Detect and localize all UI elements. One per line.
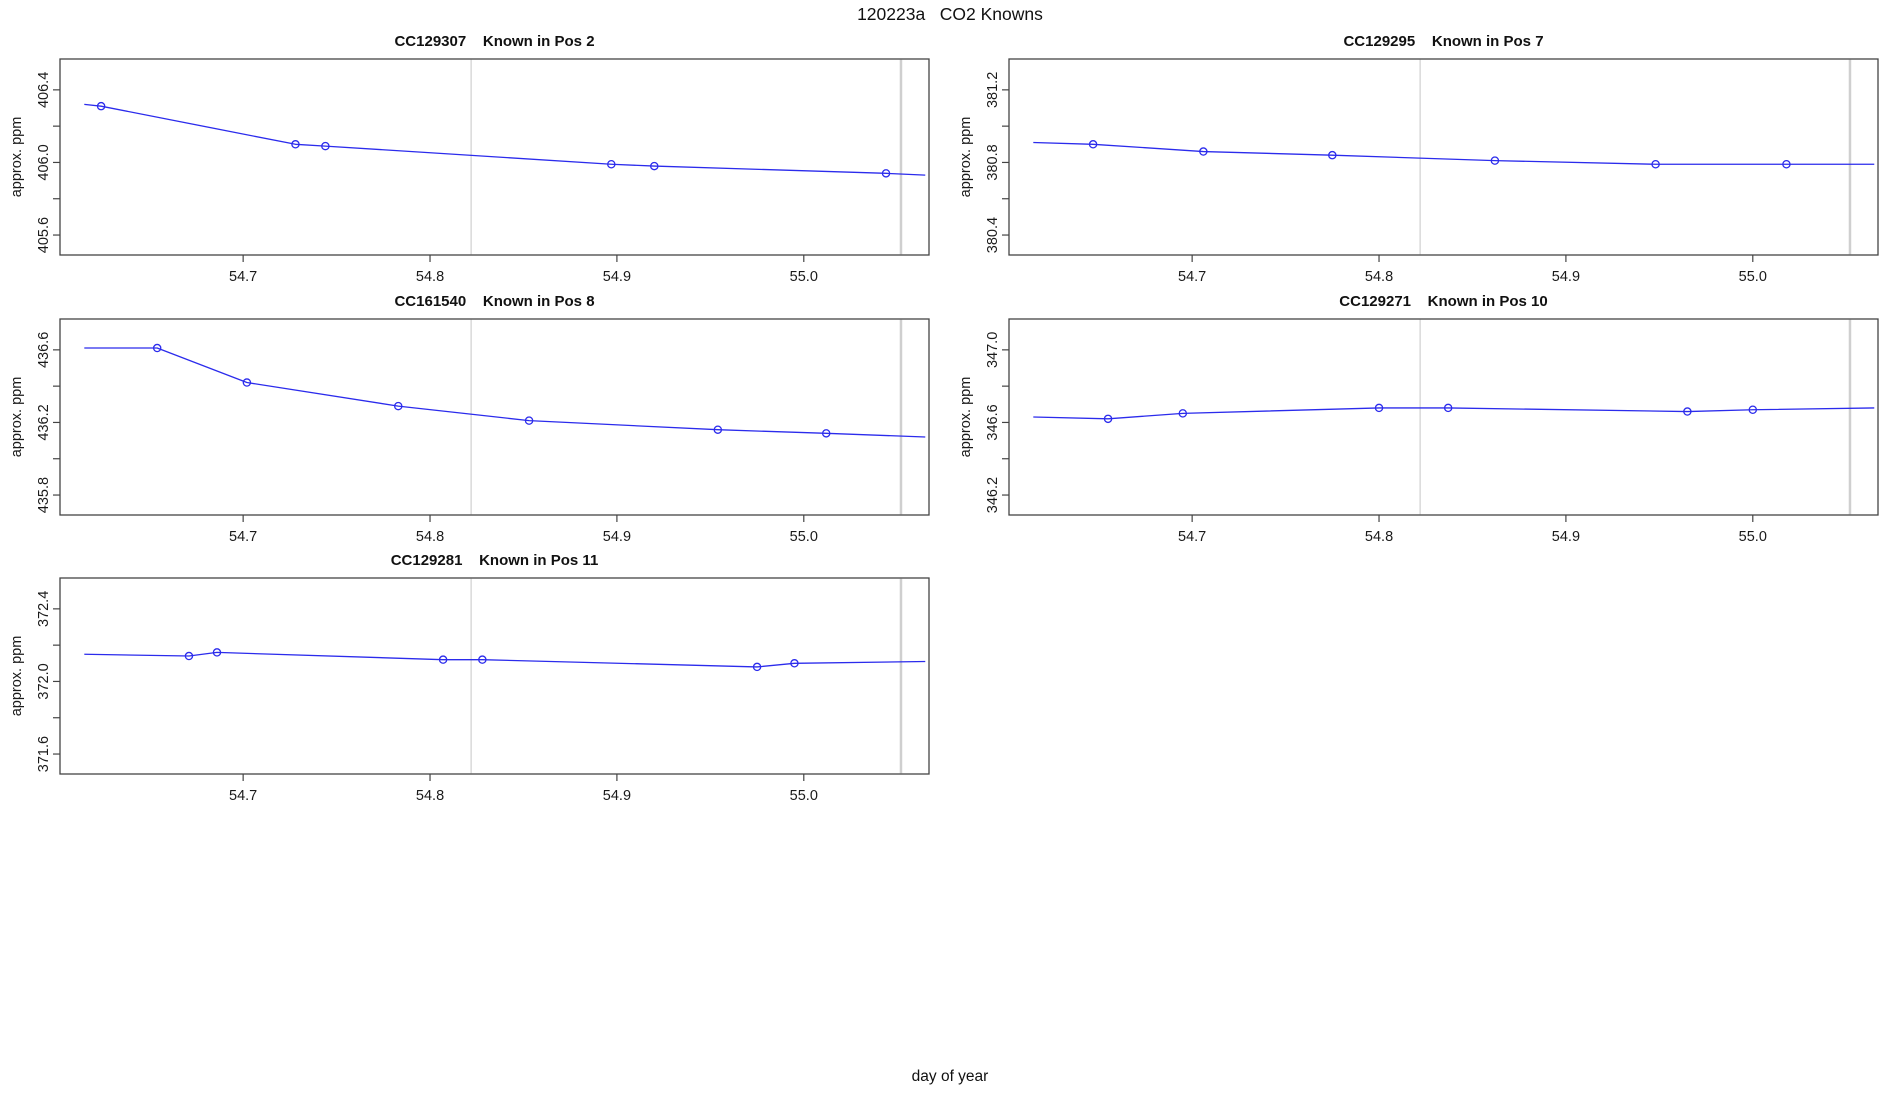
y-axis-label: approx. ppm [958, 377, 974, 458]
y-tick-label: 380.4 [985, 217, 1001, 253]
plot-box [1008, 318, 1879, 516]
panel-CC129307: 54.7 54.8 54.9 55.0 405.6 406.0 406.4 approx. p… [9, 58, 930, 285]
y-tick-label: 347.0 [985, 332, 1001, 368]
x-tick-label: 55.0 [790, 529, 818, 545]
data-point-marker [1088, 140, 1098, 149]
data-point-marker [1443, 403, 1453, 413]
y-tick-label: 346.6 [985, 404, 1001, 440]
data-point-marker [321, 141, 330, 151]
x-tick-label: 54.7 [1178, 529, 1206, 545]
data-point-marker [713, 425, 723, 434]
data-point-marker [1651, 160, 1660, 169]
x-tick-label: 54.9 [1552, 269, 1580, 285]
panel-title: CC129281 Known in Pos 11 [390, 552, 599, 569]
data-point-marker [291, 140, 300, 149]
data-point-marker [1199, 147, 1208, 156]
plot-box [59, 318, 930, 516]
figure-title: 120223a CO2 Knowns [857, 4, 1043, 24]
data-point-marker [242, 378, 252, 387]
data-line [84, 651, 926, 668]
data-point-marker [394, 401, 403, 411]
panel-CC161540: 54.7 54.8 54.9 55.0 435.8 436.2 436.6 approx. p… [9, 318, 930, 545]
y-tick-label: 405.6 [36, 217, 52, 253]
x-tick-label: 55.0 [790, 269, 818, 285]
y-tick-label: 380.8 [985, 144, 1001, 180]
data-point-marker [1103, 414, 1113, 424]
x-tick-label: 54.9 [603, 269, 631, 285]
y-tick-label: 406.0 [36, 144, 52, 180]
data-point-marker [212, 648, 222, 657]
data-point-marker [752, 662, 762, 672]
plot-box [1008, 58, 1879, 256]
plot-box [59, 577, 930, 775]
panel-CC129271: 54.7 54.8 54.9 55.0 346.2 346.6 347.0 approx. p… [958, 318, 1879, 545]
data-line [1033, 407, 1875, 420]
x-tick-label: 55.0 [1739, 269, 1767, 285]
data-point-marker [438, 655, 448, 664]
y-axis-label: approx. ppm [9, 377, 25, 458]
y-tick-label: 372.4 [36, 591, 52, 627]
data-point-marker [1683, 407, 1692, 416]
x-tick-label: 54.8 [416, 529, 444, 545]
data-point-marker [821, 429, 831, 438]
y-tick-label: 436.6 [36, 332, 52, 368]
data-point-marker [184, 651, 194, 661]
y-tick-label: 435.8 [36, 477, 52, 513]
x-tick-label: 55.0 [790, 788, 818, 804]
x-tick-label: 54.9 [603, 529, 631, 545]
data-point-marker [1328, 150, 1337, 160]
panel-title: CC129271 Known in Pos 10 [1339, 293, 1548, 310]
data-point-marker [1490, 156, 1500, 165]
plot-box [59, 58, 930, 256]
panel-title: CC129307 Known in Pos 2 [394, 33, 595, 50]
data-line [84, 103, 926, 176]
panel-title: CC129295 Known in Pos 7 [1343, 33, 1544, 50]
data-point-marker [790, 659, 799, 668]
x-tick-label: 54.9 [603, 788, 631, 804]
y-tick-label: 371.6 [36, 736, 52, 772]
y-tick-label: 406.4 [36, 72, 52, 108]
data-line [84, 347, 926, 438]
data-line [1033, 141, 1875, 165]
data-point-marker [524, 416, 534, 425]
x-tick-label: 54.8 [1365, 529, 1393, 545]
panel-CC129295: 54.7 54.8 54.9 55.0 380.4 380.8 381.2 approx. p… [958, 58, 1879, 285]
y-tick-label: 372.0 [36, 663, 52, 699]
data-point-marker [650, 161, 659, 171]
data-point-marker [1782, 160, 1791, 169]
x-tick-label: 54.7 [1178, 269, 1206, 285]
x-tick-label: 54.7 [229, 529, 257, 545]
x-tick-label: 54.8 [416, 269, 444, 285]
y-tick-label: 381.2 [985, 72, 1001, 108]
y-tick-label: 346.2 [985, 477, 1001, 513]
y-tick-label: 436.2 [36, 404, 52, 440]
data-point-marker [152, 343, 162, 353]
panel-title: CC161540 Known in Pos 8 [394, 293, 595, 310]
x-tick-label: 54.7 [229, 269, 257, 285]
x-tick-label: 54.9 [1552, 529, 1580, 545]
data-point-marker [881, 169, 891, 178]
panel-CC129281: 54.7 54.8 54.9 55.0 371.6 372.0 372.4 approx. p… [9, 577, 930, 804]
data-point-marker [478, 655, 487, 664]
y-axis-label: approx. ppm [9, 117, 25, 198]
data-point-marker [607, 160, 616, 169]
data-point-marker [1374, 403, 1384, 413]
y-axis-label: approx. ppm [958, 117, 974, 198]
data-point-marker [1178, 409, 1188, 418]
data-point-marker [96, 101, 106, 111]
data-point-marker [1748, 405, 1758, 414]
x-tick-label: 54.8 [1365, 269, 1393, 285]
x-tick-label: 54.8 [416, 788, 444, 804]
y-axis-label: approx. ppm [9, 636, 25, 717]
x-tick-label: 54.7 [229, 788, 257, 804]
x-tick-label: 55.0 [1739, 529, 1767, 545]
x-axis-title: day of year [911, 1068, 989, 1085]
